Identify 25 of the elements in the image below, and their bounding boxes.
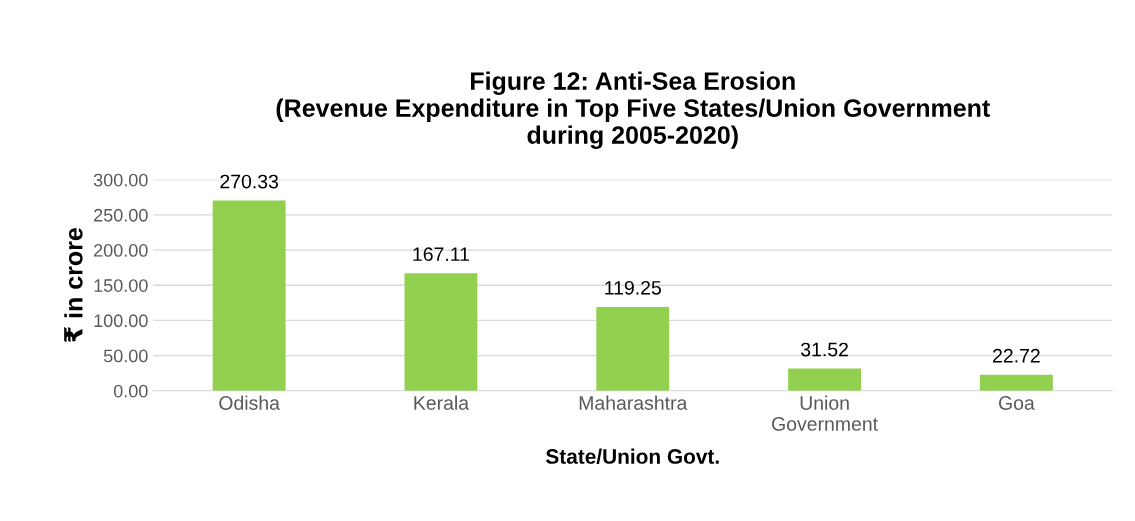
data-label: 31.52 — [800, 342, 848, 357]
data-label: 119.25 — [605, 280, 661, 295]
bar — [788, 368, 862, 391]
x-tick-label: Odisha — [219, 395, 280, 410]
y-tick-label: 250.00 — [94, 208, 148, 222]
data-label: 167.11 — [413, 247, 470, 262]
y-tick-label: 200.00 — [94, 244, 148, 257]
y-tick-label: 0.00 — [113, 384, 148, 398]
bar — [404, 273, 478, 391]
bar — [596, 306, 670, 391]
x-tick-label: Maharashtra — [579, 395, 688, 410]
x-tick-label: Kerala — [414, 395, 470, 410]
y-tick-label: 100.00 — [94, 314, 148, 328]
y-tick-label: 50.00 — [103, 349, 148, 363]
chart-title: Figure 12: Anti-Sea Erosion (Revenue Expenditure in Top Five States/Union Government during 2005-2020) — [276, 71, 990, 149]
data-label: 22.72 — [993, 348, 1040, 363]
y-tick-label: 300.00 — [93, 173, 148, 187]
y-axis-title: ₹ in crore — [64, 228, 83, 343]
y-tick-label: 150.00 — [94, 279, 148, 292]
x-tick-label: Union Government — [772, 395, 878, 431]
x-tick-label: Goa — [999, 396, 1035, 410]
data-label: 270.33 — [220, 174, 279, 189]
bar — [212, 200, 286, 391]
bar — [979, 374, 1053, 391]
x-axis-title: State/Union Govt. — [545, 448, 719, 465]
